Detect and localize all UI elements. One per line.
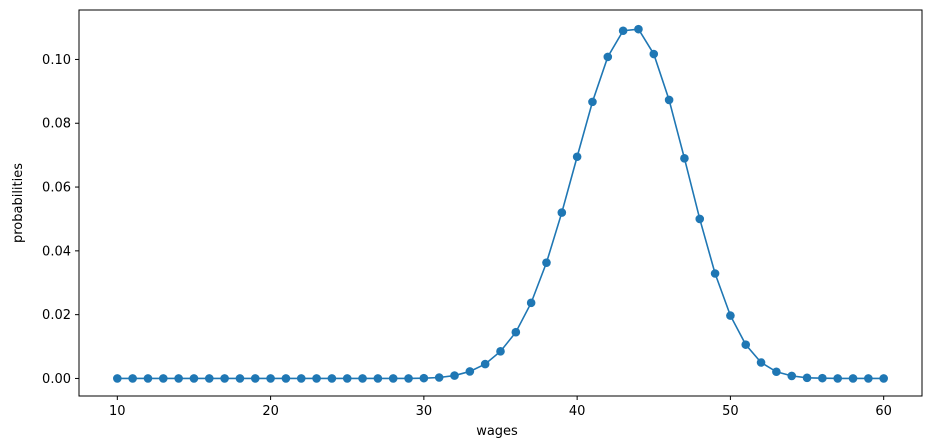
- data-point: [772, 367, 781, 377]
- data-point: [710, 269, 720, 278]
- data-point: [603, 52, 613, 62]
- x-tick-label: 20: [262, 404, 279, 419]
- x-tick-label: 10: [109, 404, 126, 419]
- x-tick-label: 40: [569, 404, 586, 419]
- y-tick-label: 0.02: [42, 308, 71, 323]
- data-point: [312, 374, 321, 383]
- y-tick-label: 0.10: [42, 53, 71, 68]
- data-point: [634, 24, 643, 34]
- y-tick-label: 0.00: [42, 372, 71, 387]
- data-point: [848, 374, 858, 383]
- data-point: [281, 374, 291, 383]
- data-point: [358, 374, 367, 383]
- data-point: [419, 373, 429, 383]
- data-point: [434, 373, 444, 382]
- data-point: [572, 152, 582, 162]
- data-point: [296, 374, 306, 383]
- data-point: [189, 374, 199, 383]
- data-point: [450, 371, 459, 380]
- data-point: [818, 373, 827, 383]
- data-point: [787, 371, 797, 381]
- data-point: [388, 374, 398, 383]
- data-point: [542, 258, 551, 267]
- y-tick-label: 0.06: [42, 181, 71, 196]
- data-point: [342, 374, 352, 383]
- data-point: [726, 311, 735, 320]
- x-tick-label: 50: [722, 404, 739, 419]
- data-point: [695, 214, 705, 224]
- data-point: [557, 208, 567, 217]
- data-point: [649, 49, 659, 59]
- y-tick-label: 0.04: [42, 244, 71, 259]
- data-point: [250, 374, 260, 383]
- data-point: [128, 374, 137, 383]
- data-point: [864, 374, 873, 383]
- data-point: [833, 374, 842, 383]
- data-point: [802, 373, 812, 383]
- series-line: [117, 28, 884, 380]
- data-point: [159, 374, 168, 383]
- data-point: [327, 374, 337, 383]
- x-tick-label: 60: [875, 404, 892, 419]
- data-point: [235, 374, 245, 383]
- data-point: [879, 374, 888, 383]
- data-point: [741, 340, 751, 349]
- data-point: [511, 327, 521, 337]
- data-point: [588, 97, 597, 107]
- data-point: [174, 374, 183, 383]
- data-point: [480, 359, 490, 369]
- data-point: [113, 374, 122, 383]
- data-point: [496, 347, 505, 356]
- x-tick-label: 30: [416, 404, 433, 419]
- data-point: [756, 358, 766, 367]
- data-point: [143, 374, 153, 383]
- plot-area: [113, 24, 888, 383]
- axes-frame: [78, 9, 923, 397]
- y-axis-label: probabilities: [11, 163, 26, 243]
- data-point: [220, 374, 229, 383]
- data-point: [373, 374, 383, 383]
- data-point: [266, 374, 275, 383]
- data-point: [465, 367, 475, 376]
- data-point: [680, 154, 689, 163]
- data-point: [664, 95, 674, 105]
- data-point: [526, 298, 536, 308]
- data-point: [404, 374, 413, 383]
- y-axis-ticks: 0.00 0.02 0.04 0.06 0.08 0.10: [42, 53, 79, 387]
- data-point: [204, 374, 214, 383]
- y-tick-label: 0.08: [42, 117, 71, 132]
- data-point: [618, 26, 628, 36]
- x-axis-ticks: 10 20 30 40 50 60: [109, 396, 892, 419]
- x-axis-label: wages: [476, 424, 518, 439]
